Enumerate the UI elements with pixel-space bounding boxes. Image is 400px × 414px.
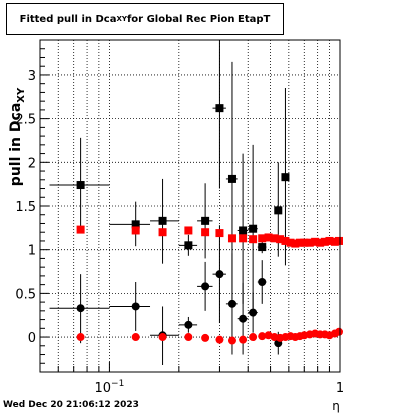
data-point-circle bbox=[131, 302, 140, 311]
data-point-square bbox=[276, 235, 285, 244]
x-tick-label: 10−1 bbox=[94, 379, 124, 396]
data-point-square bbox=[227, 234, 236, 243]
data-point-circle bbox=[239, 314, 248, 323]
data-point-square bbox=[184, 241, 193, 250]
title-suffix: for Global Rec Pion EtapT bbox=[126, 13, 271, 25]
y-tick-label: 2 bbox=[28, 156, 36, 171]
data-point-circle bbox=[201, 333, 210, 342]
data-point-circle bbox=[76, 304, 85, 313]
data-point-square bbox=[270, 234, 279, 243]
data-point-square bbox=[76, 181, 85, 190]
x-tick-label: 1 bbox=[336, 381, 344, 396]
axis-ticks bbox=[39, 39, 341, 373]
data-point-circle bbox=[184, 333, 193, 342]
data-point-square bbox=[227, 174, 236, 183]
data-point-square bbox=[158, 216, 167, 225]
data-point-square bbox=[286, 238, 295, 247]
data-point-square bbox=[239, 226, 248, 235]
title-subscript: XY bbox=[116, 15, 127, 23]
data-point-square bbox=[305, 238, 314, 247]
data-point-square bbox=[334, 236, 343, 245]
data-point-square bbox=[131, 226, 140, 235]
data-point-circle bbox=[184, 320, 193, 329]
data-point-square bbox=[76, 225, 85, 234]
data-point-circle bbox=[227, 299, 236, 308]
data-point-square bbox=[264, 233, 273, 242]
y-tick-label: 1 bbox=[28, 244, 36, 259]
data-point-square bbox=[201, 228, 210, 237]
y-tick-label: 2.5 bbox=[15, 113, 36, 128]
y-tick-label: 3 bbox=[28, 69, 36, 84]
chart-title: Fitted pull in Dca XY for Global Rec Pion… bbox=[6, 3, 284, 35]
timestamp: Wed Dec 20 21:06:12 2023 bbox=[3, 400, 139, 410]
data-point-square bbox=[325, 236, 334, 245]
data-point-square bbox=[320, 237, 329, 246]
data-point-square bbox=[239, 234, 248, 243]
data-point-square bbox=[249, 224, 258, 233]
data-point-circle bbox=[258, 278, 267, 287]
x-axis-label: η bbox=[332, 399, 340, 413]
data-point-square bbox=[215, 104, 224, 113]
data-point-square bbox=[281, 173, 290, 182]
y-tick-label: 0.5 bbox=[15, 287, 36, 302]
data-point-circle bbox=[334, 327, 343, 336]
y-axis-label: pull in DcaXY bbox=[8, 87, 27, 186]
data-point-square bbox=[258, 234, 267, 243]
data-point-square bbox=[249, 235, 258, 244]
data-point-circle bbox=[249, 333, 258, 342]
data-point-circle bbox=[158, 333, 167, 342]
data-point-circle bbox=[131, 333, 140, 342]
data-point-circle bbox=[215, 270, 224, 279]
data-point-square bbox=[258, 243, 267, 252]
data-point-square bbox=[184, 226, 193, 235]
data-point-square bbox=[295, 238, 304, 247]
data-point-square bbox=[215, 229, 224, 238]
data-point-circle bbox=[201, 282, 210, 291]
data-point-square bbox=[316, 238, 325, 247]
title-prefix: Fitted pull in Dca bbox=[19, 13, 117, 25]
data-point-square bbox=[311, 237, 320, 246]
data-point-circle bbox=[215, 335, 224, 344]
data-point-square bbox=[330, 237, 339, 246]
data-point-circle bbox=[239, 335, 248, 344]
data-point-circle bbox=[258, 332, 267, 341]
data-point-circle bbox=[249, 308, 258, 317]
grid bbox=[40, 40, 340, 372]
y-tick-label: 1.5 bbox=[15, 200, 36, 215]
y-tick-label: 0 bbox=[28, 331, 36, 346]
data-point-square bbox=[201, 216, 210, 225]
data-point-square bbox=[291, 239, 300, 248]
data-point-square bbox=[300, 238, 309, 247]
markers bbox=[76, 104, 343, 348]
data-point-square bbox=[281, 236, 290, 245]
data-point-square bbox=[158, 228, 167, 237]
data-point-square bbox=[131, 220, 140, 229]
data-point-circle bbox=[227, 336, 236, 345]
tick-labels: 0 0.5 1 1.5 2 2.5 3 10−1 1 bbox=[15, 69, 344, 396]
data-point-square bbox=[274, 206, 283, 215]
data-point-circle bbox=[76, 333, 85, 342]
